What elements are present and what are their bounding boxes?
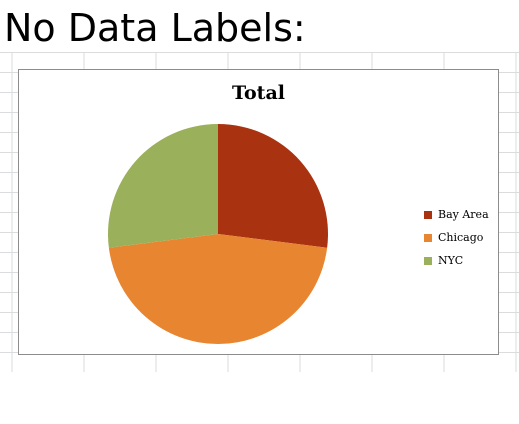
- pie-slice-bay-area[interactable]: [218, 124, 329, 248]
- legend-swatch: [424, 210, 432, 219]
- legend-item-chicago[interactable]: Chicago: [424, 226, 489, 249]
- legend-item-bay-area[interactable]: Bay Area: [424, 203, 489, 226]
- legend-swatch: [424, 256, 432, 265]
- chart-legend: Bay Area Chicago NYC: [424, 203, 489, 272]
- legend-swatch: [424, 233, 432, 242]
- legend-label: Bay Area: [438, 208, 489, 221]
- pie-plot-area: [108, 124, 329, 345]
- pie-chart[interactable]: Total Bay Area Chicago NYC: [18, 69, 499, 355]
- legend-label: Chicago: [438, 231, 484, 244]
- page-heading: No Data Labels:: [4, 6, 306, 50]
- legend-label: NYC: [438, 254, 464, 267]
- pie-slice-nyc[interactable]: [108, 124, 218, 248]
- legend-item-nyc[interactable]: NYC: [424, 249, 489, 272]
- pie-slice-chicago[interactable]: [108, 234, 328, 345]
- chart-title: Total: [232, 82, 285, 104]
